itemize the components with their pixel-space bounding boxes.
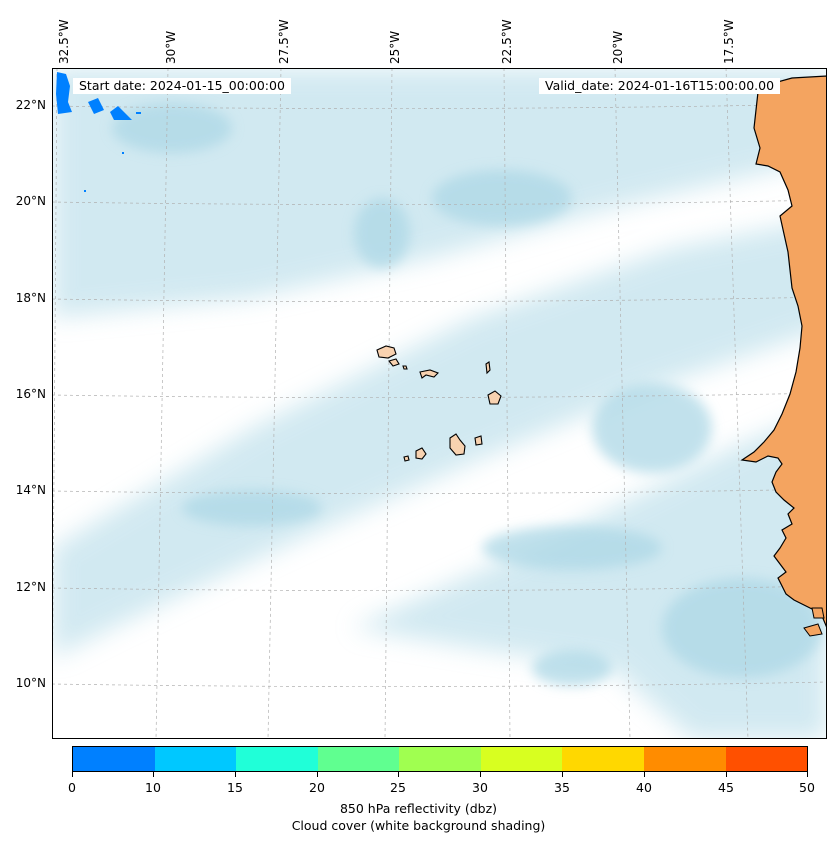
island-sal — [485, 361, 491, 375]
reflectivity-echoes — [56, 72, 141, 192]
colorbar-tick-label: 40 — [636, 780, 652, 795]
map-gridlines — [52, 68, 827, 739]
colorbar-tick-label: 20 — [309, 780, 325, 795]
colorbar-tick — [562, 772, 563, 777]
reflectivity-echo — [122, 152, 124, 154]
colorbar-tick-label: 50 — [799, 780, 815, 795]
lon-label-32-5w: 32.5°W — [57, 19, 71, 64]
colorbar-segment — [725, 747, 808, 771]
cloud-patch — [662, 578, 822, 678]
gridline — [52, 488, 827, 494]
gridline — [503, 68, 511, 739]
cloud-patch — [432, 170, 572, 226]
lon-label-22-5w: 22.5°W — [500, 19, 514, 64]
colorbar-tick — [235, 772, 236, 777]
gridline — [155, 68, 169, 739]
lat-label-12n: 12°N — [15, 580, 46, 594]
island-santa-luzia — [402, 365, 408, 370]
lat-label-18n: 18°N — [15, 291, 46, 305]
island-brava — [403, 455, 410, 462]
island-sao-vicente — [388, 358, 400, 367]
gridline — [267, 68, 282, 739]
colorbar-segment — [73, 747, 155, 771]
coastal-islands — [803, 607, 825, 637]
colorbar-segment — [399, 747, 481, 771]
cloud-patch — [532, 650, 612, 686]
colorbar-tick — [726, 772, 727, 777]
reflectivity-echo — [136, 112, 141, 114]
colorbar-segment — [236, 747, 318, 771]
island-fogo — [415, 447, 427, 460]
colorbar-segment — [643, 747, 726, 771]
colorbar-tick — [644, 772, 645, 777]
colorbar-tick — [807, 772, 808, 777]
cloud-patch — [482, 526, 662, 570]
colorbar-tick — [480, 772, 481, 777]
lon-label-25w: 25°W — [388, 30, 402, 64]
lat-label-14n: 14°N — [15, 483, 46, 497]
gridline — [52, 103, 827, 109]
island-boa-vista — [487, 390, 502, 405]
colorbar-tick-label: 0 — [68, 780, 76, 795]
colorbar-subtitle: Cloud cover (white background shading) — [291, 818, 546, 833]
reflectivity-echo — [110, 106, 132, 120]
gridline — [614, 68, 631, 739]
coastal-island — [811, 607, 825, 619]
island-sao-nicolau — [419, 369, 439, 379]
colorbar-segment — [562, 747, 644, 771]
island-maio — [474, 435, 483, 446]
reflectivity-echo — [56, 72, 72, 114]
gridline — [52, 392, 827, 398]
lat-label-10n: 10°N — [15, 676, 46, 690]
gridline — [384, 68, 393, 739]
cloud-band-middle — [52, 218, 827, 658]
map-panel — [52, 68, 827, 739]
cloud-patch — [592, 383, 712, 473]
cape-verde-islands — [376, 345, 502, 462]
lat-label-20n: 20°N — [15, 194, 46, 208]
lon-label-20w: 20°W — [611, 30, 625, 64]
colorbar-tick-label: 35 — [554, 780, 570, 795]
gridline — [725, 68, 749, 739]
gridline — [52, 681, 827, 687]
reflectivity-echo — [84, 190, 86, 192]
colorbar-tick-label: 25 — [390, 780, 406, 795]
colorbar-segment — [317, 747, 400, 771]
lon-label-30w: 30°W — [164, 30, 178, 64]
colorbar-tick — [72, 772, 73, 777]
lat-label-22n: 22°N — [15, 98, 46, 112]
cloud-patch — [182, 490, 322, 526]
cloud-patch — [354, 198, 410, 268]
island-santiago — [449, 433, 466, 456]
colorbar-segment — [480, 747, 563, 771]
cloud-patch — [112, 103, 232, 153]
lon-label-17-5w: 17.5°W — [722, 19, 736, 64]
colorbar-tick-label: 45 — [718, 780, 734, 795]
colorbar-tick — [398, 772, 399, 777]
coastal-island — [803, 623, 823, 637]
colorbar-tick-label: 30 — [472, 780, 488, 795]
colorbar-tick — [153, 772, 154, 777]
gridline — [52, 199, 827, 205]
valid-date-label: Valid_date: 2024-01-16T15:00:00.00 — [539, 78, 781, 94]
start-date-label: Start date: 2024-01-15_00:00:00 — [73, 78, 291, 94]
colorbar-segment — [154, 747, 237, 771]
colorbar-title: 850 hPa reflectivity (dbz) — [339, 801, 498, 816]
colorbar-tick — [317, 772, 318, 777]
lat-label-16n: 16°N — [15, 387, 46, 401]
gridline — [52, 585, 827, 591]
lon-label-27-5w: 27.5°W — [277, 19, 291, 64]
colorbar-tick-label: 10 — [145, 780, 161, 795]
reflectivity-colorbar — [72, 746, 808, 772]
gridline — [52, 296, 827, 302]
map-canvas — [52, 68, 827, 739]
colorbar-tick-label: 15 — [227, 780, 243, 795]
cloud-cover-layer — [52, 68, 827, 739]
african-coast-land — [740, 75, 827, 629]
reflectivity-echo — [88, 98, 104, 114]
island-santo-antao — [376, 345, 397, 359]
